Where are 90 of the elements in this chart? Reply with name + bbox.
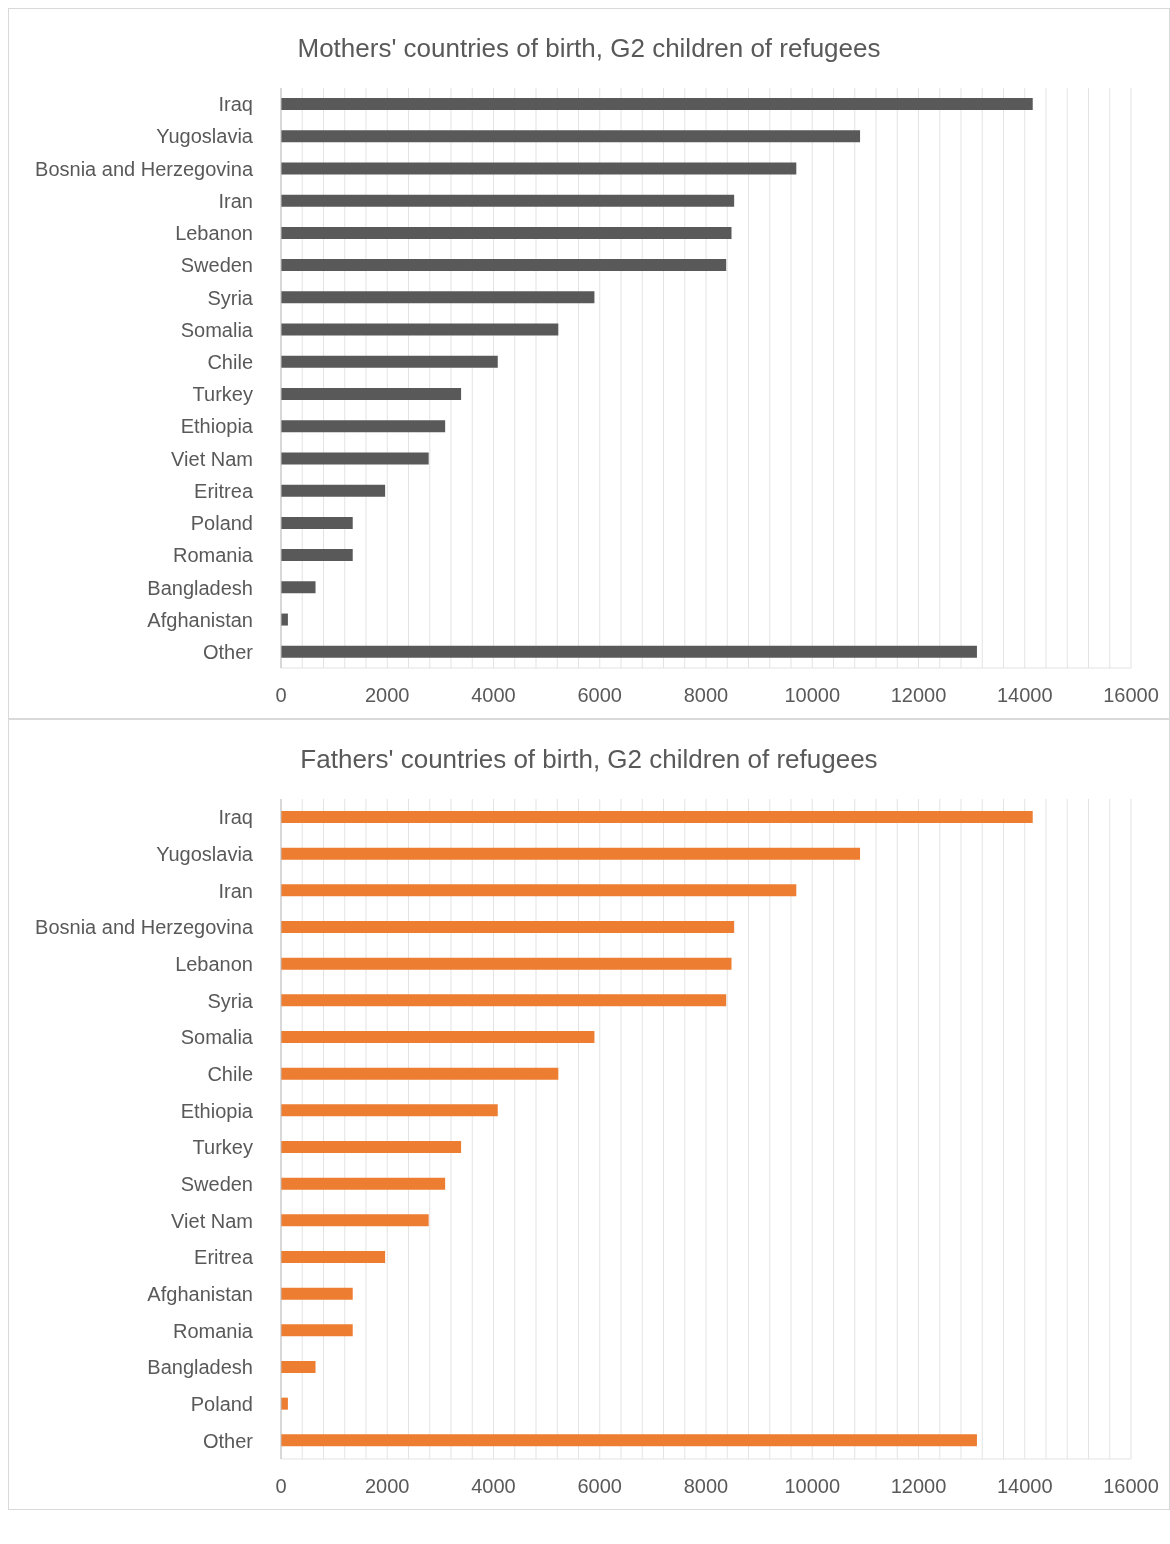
bar [281, 1251, 386, 1263]
y-tick-label: Iran [218, 189, 253, 212]
x-tick-label: 12000 [890, 684, 947, 707]
y-tick-label: Romania [172, 1319, 254, 1342]
bar [281, 194, 735, 207]
y-tick-label: Viet Nam [171, 447, 253, 470]
bar [281, 645, 977, 658]
x-tick-label: 0 [275, 684, 287, 707]
y-tick-label: Lebanon [175, 953, 253, 976]
bar [281, 452, 429, 465]
y-tick-label: Sweden [180, 1173, 253, 1196]
bar [281, 130, 861, 143]
y-tick-label: Iraq [218, 806, 253, 829]
bar [281, 581, 316, 594]
bar [281, 226, 732, 239]
chart-title: Fathers' countries of birth, G2 children of refugees [299, 743, 879, 776]
y-tick-label: Bangladesh [147, 576, 253, 599]
bar [281, 1361, 316, 1373]
x-tick-label: 12000 [890, 1475, 947, 1498]
y-tick-label: Ethiopia [180, 415, 254, 438]
y-tick-label: Somalia [180, 318, 254, 341]
bar [281, 484, 386, 497]
y-tick-label: Romania [172, 544, 254, 567]
y-tick-label: Sweden [180, 254, 253, 277]
bar [281, 1214, 429, 1227]
bar [281, 291, 595, 304]
x-tick-label: 0 [275, 1475, 287, 1498]
bar [281, 388, 462, 400]
y-tick-label: Bangladesh [147, 1356, 253, 1379]
bar [281, 847, 861, 860]
bar [281, 549, 353, 562]
y-tick-label: Afghanistan [147, 608, 253, 631]
bar [281, 1104, 498, 1117]
bar [281, 1177, 446, 1190]
bar [281, 1287, 353, 1300]
y-tick-label: Bosnia and Herzegovina [35, 157, 254, 180]
bar [281, 1067, 559, 1080]
x-tick-label: 10000 [784, 684, 841, 707]
bar [281, 516, 353, 529]
chart-title: Mothers' countries of birth, G2 children of refugees [296, 32, 882, 65]
bar [281, 355, 498, 368]
x-tick-label: 14000 [996, 1475, 1053, 1498]
y-tick-label: Eritrea [194, 479, 254, 502]
x-tick-label: 4000 [471, 684, 516, 707]
x-tick-label: 2000 [365, 1475, 410, 1498]
bar [281, 1031, 595, 1043]
y-tick-label: Yugoslavia [156, 125, 254, 148]
x-tick-label: 6000 [577, 1475, 622, 1498]
bar [281, 1434, 977, 1447]
x-tick-label: 16000 [1103, 1475, 1159, 1498]
bar [281, 1324, 353, 1337]
bar [281, 811, 1033, 823]
y-tick-label: Lebanon [175, 222, 253, 245]
x-tick-label: 10000 [784, 1475, 841, 1498]
y-tick-label: Iraq [218, 93, 253, 116]
y-tick-label: Turkey [192, 383, 253, 406]
y-tick-label: Iran [218, 879, 253, 902]
y-tick-label: Somalia [180, 1026, 254, 1049]
y-tick-label: Other [202, 1429, 254, 1452]
y-tick-label: Viet Nam [171, 1209, 253, 1232]
bar [281, 323, 559, 336]
bar [281, 921, 735, 933]
y-tick-label: Poland [190, 1393, 253, 1416]
bar [281, 957, 732, 970]
y-tick-label: Chile [207, 1063, 253, 1086]
y-tick-label: Eritrea [194, 1246, 254, 1269]
bar [281, 259, 727, 272]
x-tick-label: 8000 [683, 1475, 729, 1498]
y-tick-label: Syria [207, 286, 254, 309]
bar [281, 994, 727, 1007]
bar [281, 420, 446, 433]
x-tick-label: 6000 [577, 684, 622, 707]
x-tick-label: 2000 [365, 684, 410, 707]
y-tick-label: Ethiopia [180, 1099, 254, 1122]
x-tick-label: 16000 [1103, 684, 1159, 707]
y-tick-label: Yugoslavia [156, 843, 254, 866]
bar [281, 98, 1033, 110]
y-tick-label: Bosnia and Herzegovina [35, 916, 254, 939]
y-tick-label: Poland [190, 512, 253, 535]
y-tick-label: Syria [207, 989, 254, 1012]
x-tick-label: 14000 [996, 684, 1053, 707]
bar [281, 162, 797, 175]
y-tick-label: Chile [207, 350, 253, 373]
y-tick-label: Turkey [192, 1136, 253, 1159]
y-tick-label: Other [202, 640, 254, 663]
bar [281, 884, 797, 897]
y-tick-label: Afghanistan [147, 1283, 253, 1306]
x-tick-label: 8000 [683, 684, 729, 707]
x-tick-label: 4000 [471, 1475, 516, 1498]
bar [281, 1141, 462, 1153]
